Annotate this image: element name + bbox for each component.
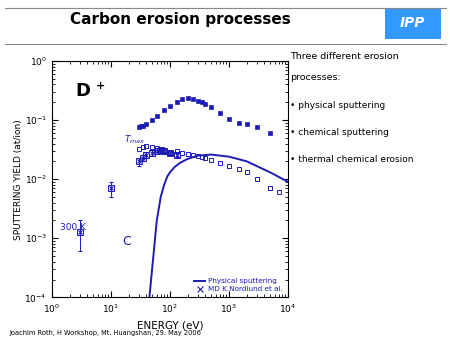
Legend: Physical sputtering, MD K.Nordlund et al.: Physical sputtering, MD K.Nordlund et al… — [193, 277, 284, 294]
Text: IPP: IPP — [400, 16, 426, 30]
Text: Joachim Roth, H Workshop, Mt. Huangshan, 29. May 2006: Joachim Roth, H Workshop, Mt. Huangshan,… — [9, 330, 201, 336]
Text: • physical sputtering: • physical sputtering — [290, 101, 386, 110]
Text: C: C — [122, 235, 131, 248]
Text: $T_{max}$: $T_{max}$ — [124, 133, 145, 145]
Y-axis label: SPUTTERING YIELD (at/ion): SPUTTERING YIELD (at/ion) — [14, 119, 23, 240]
Text: • chemical sputtering: • chemical sputtering — [290, 128, 389, 137]
Text: Three different erosion: Three different erosion — [290, 52, 399, 62]
Text: +: + — [95, 81, 105, 91]
Text: Carbon erosion processes: Carbon erosion processes — [70, 12, 290, 27]
Text: • thermal chemical erosion: • thermal chemical erosion — [290, 154, 414, 164]
X-axis label: ENERGY (eV): ENERGY (eV) — [137, 320, 203, 330]
Text: D: D — [76, 82, 90, 100]
Text: 300 K: 300 K — [60, 223, 86, 232]
Text: processes:: processes: — [290, 73, 341, 82]
